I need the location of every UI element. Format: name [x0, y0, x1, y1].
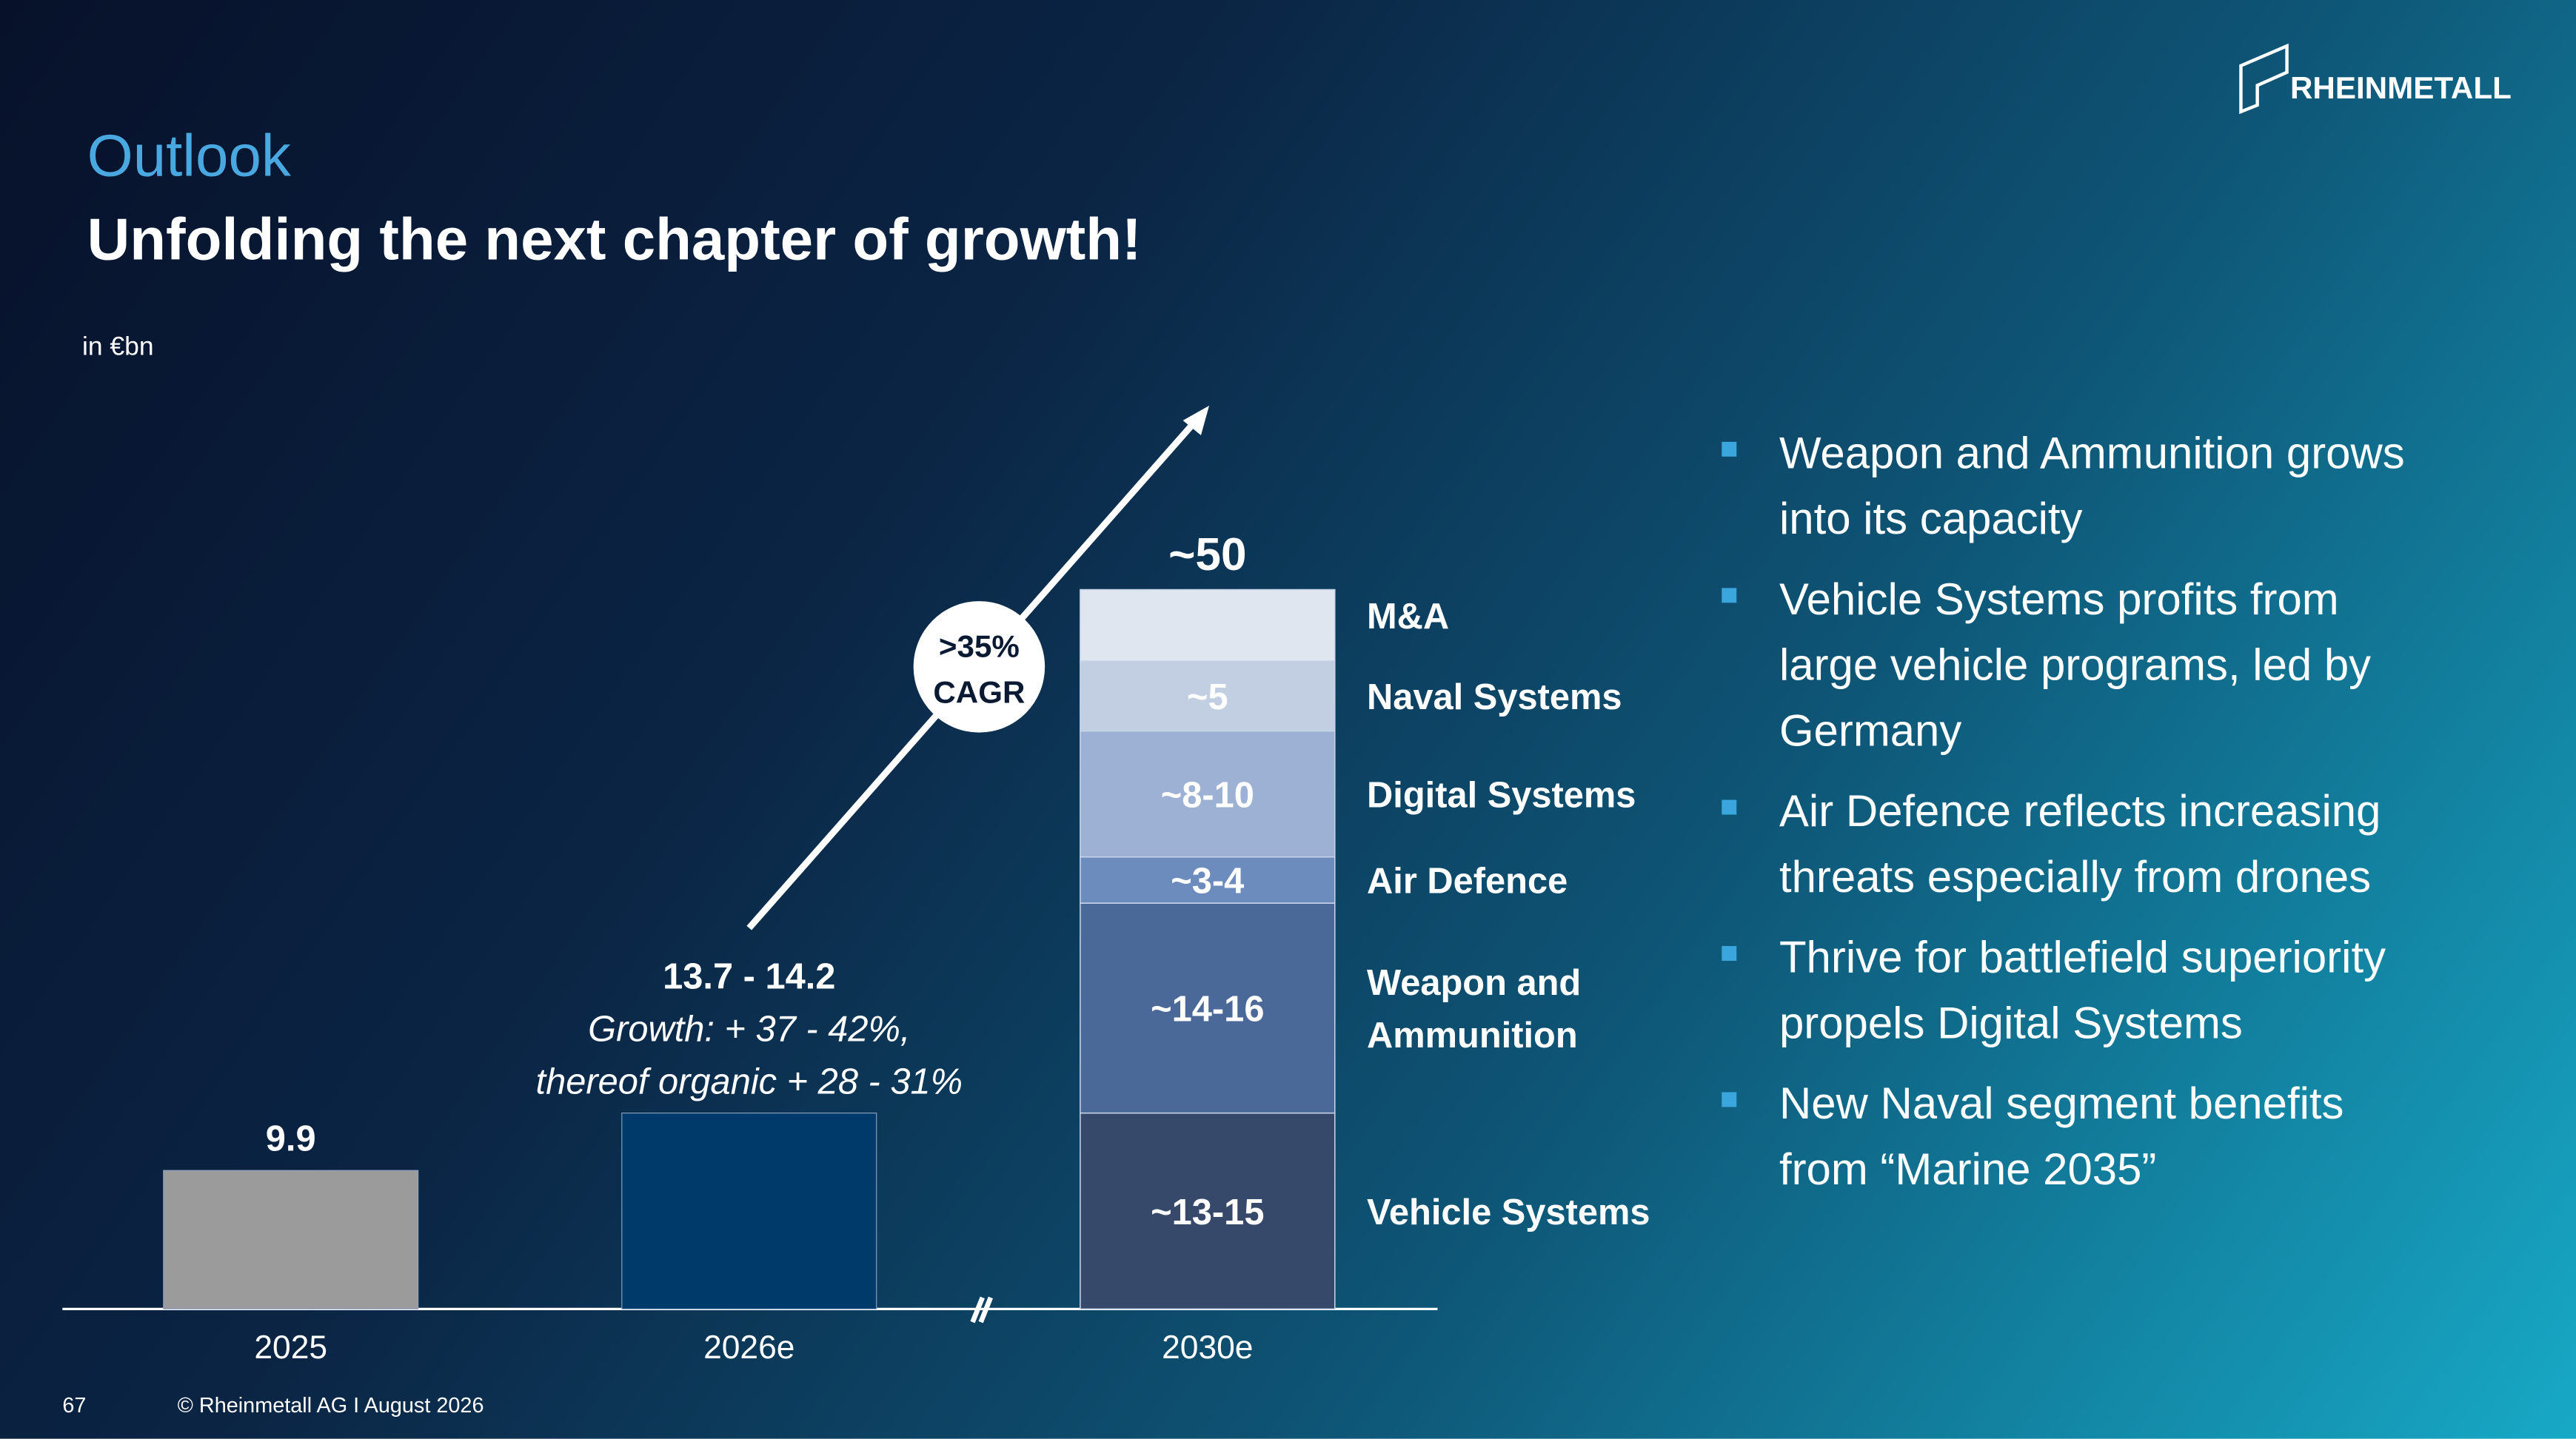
cagr-value: >35%: [939, 629, 1020, 664]
section-title: Outlook: [87, 122, 292, 188]
axis-break: [970, 1296, 994, 1324]
slide-title: Unfolding the next chapter of growth!: [87, 207, 1142, 272]
cagr-circle: [913, 601, 1046, 733]
bullet: Vehicle Systems profits from large vehicl…: [1719, 566, 2405, 763]
total-label: ~50: [1168, 529, 1246, 580]
bullet-line: propels Digital Systems: [1779, 999, 2243, 1048]
copyright: © Rheinmetall AG I August 2026: [178, 1394, 484, 1418]
bullet-line: Germany: [1779, 706, 1962, 756]
bullet-line: large vehicle programs, led by: [1779, 640, 2372, 690]
page-number: 67: [62, 1394, 86, 1418]
stack-segment: [1080, 902, 1336, 1114]
growth-note: thereof organic + 28 - 31%: [536, 1062, 963, 1102]
bullet: New Naval segment benefits from “Marine 2…: [1719, 1071, 2405, 1203]
value-label: 9.9: [266, 1119, 316, 1159]
bar: [163, 1170, 419, 1309]
bullet-line: Weapon and Ammunition grows: [1779, 429, 2405, 478]
segment-name: Vehicle Systems: [1367, 1193, 1650, 1232]
bullet-list: Weapon and Ammunition grows into its capa…: [1719, 420, 2405, 1217]
segment-name: Naval Systems: [1367, 677, 1622, 717]
segment-name: Weapon and Ammunition: [1367, 963, 1581, 1056]
x-tick-label: 2030e: [1162, 1329, 1253, 1366]
bullet: Thrive for battlefield superiority propel…: [1719, 925, 2405, 1056]
bullet-line: New Naval segment benefits: [1779, 1079, 2344, 1129]
logo: RHEINMETALL: [2290, 70, 2512, 105]
bullet-line: Thrive for battlefield superiority: [1779, 933, 2386, 982]
stack-segment: [1080, 856, 1336, 904]
bullet-line: Vehicle Systems profits from: [1779, 574, 2339, 625]
segment-label: ~3-4: [1171, 862, 1244, 902]
unit: in €bn: [82, 331, 154, 360]
x-tick-label: 2025: [254, 1329, 327, 1366]
segment-name: Digital Systems: [1367, 775, 1636, 815]
cagr-text: CAGR: [933, 675, 1025, 710]
bullet-line: from “Marine 2035”: [1779, 1144, 2157, 1195]
bar: [621, 1113, 877, 1309]
bullet-line: threats especially from drones: [1779, 852, 2372, 902]
stack-segment: [1080, 730, 1336, 858]
arrow-head: [1182, 406, 1210, 435]
segment-label: ~14-16: [1151, 990, 1264, 1030]
x-tick-label: 2026e: [703, 1329, 794, 1366]
bullet: Weapon and Ammunition grows into its capa…: [1719, 420, 2405, 552]
bullet-line: Air Defence reflects increasing: [1779, 786, 2381, 836]
segment-name: Air Defence: [1367, 862, 1568, 902]
stack-segment: [1080, 1112, 1336, 1310]
logo-icon: [2239, 43, 2289, 115]
segment-label: ~5: [1187, 677, 1228, 717]
bullet: Air Defence reflects increasing threats e…: [1719, 779, 2405, 910]
segment-name: M&A: [1367, 597, 1449, 637]
growth-note: Growth: + 37 - 42%,: [588, 1010, 910, 1050]
segment-label: ~13-15: [1151, 1193, 1264, 1232]
stack-segment: [1080, 588, 1336, 662]
value-label: 13.7 - 14.2: [663, 957, 835, 997]
bullet-line: into its capacity: [1779, 494, 2083, 544]
segment-label: ~8-10: [1161, 775, 1254, 815]
